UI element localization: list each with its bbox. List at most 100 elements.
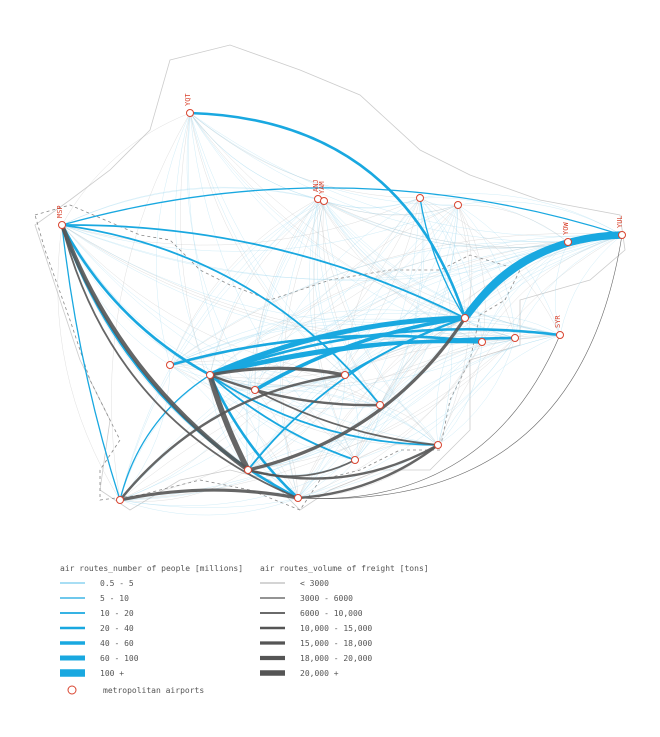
route <box>457 204 486 343</box>
legend-label: 18,000 - 20,000 <box>300 654 372 663</box>
route <box>209 374 356 461</box>
route <box>169 318 516 366</box>
airport <box>166 361 174 369</box>
route <box>61 224 381 406</box>
route <box>437 241 569 446</box>
border <box>34 204 521 511</box>
route <box>189 112 483 343</box>
route <box>61 224 299 499</box>
airport <box>556 331 564 339</box>
route <box>247 337 516 471</box>
route <box>254 389 439 446</box>
route <box>457 204 569 243</box>
airport <box>376 401 384 409</box>
route <box>61 224 381 406</box>
route <box>481 234 623 343</box>
route <box>169 200 325 366</box>
route <box>209 336 516 377</box>
legend: air routes_number of people [millions] a… <box>60 564 429 695</box>
route <box>323 200 459 216</box>
route <box>189 112 561 336</box>
route <box>119 389 256 501</box>
airport <box>454 201 462 209</box>
route <box>246 200 325 471</box>
airport <box>244 466 252 474</box>
route <box>379 334 561 406</box>
route <box>57 224 121 501</box>
route <box>61 187 623 236</box>
route <box>462 239 569 320</box>
route <box>344 374 359 461</box>
route <box>457 204 473 319</box>
routes <box>57 111 623 516</box>
route <box>61 204 459 252</box>
route <box>209 374 439 446</box>
route <box>323 200 569 249</box>
legend-label: 60 - 100 <box>100 654 139 663</box>
route <box>61 224 623 281</box>
route <box>189 112 439 446</box>
route <box>419 197 483 343</box>
route <box>457 204 516 339</box>
route <box>209 198 319 376</box>
route <box>189 112 346 376</box>
route <box>297 341 483 499</box>
legend-label: 20 - 40 <box>100 624 134 633</box>
route <box>464 241 569 319</box>
route <box>297 334 561 499</box>
route <box>379 337 516 406</box>
route <box>317 198 466 319</box>
route <box>209 374 381 410</box>
route <box>344 241 569 376</box>
route <box>457 201 623 236</box>
route <box>156 112 191 366</box>
airport-label: SYR <box>554 315 562 328</box>
route <box>169 233 623 366</box>
route <box>119 200 325 501</box>
route <box>169 313 561 366</box>
route <box>297 234 623 499</box>
route <box>419 197 516 339</box>
legend-title: air routes_number of people [millions] <box>60 564 243 573</box>
route <box>419 197 561 336</box>
route <box>189 112 325 202</box>
route <box>169 241 569 366</box>
legend-label: 10 - 20 <box>100 609 134 618</box>
route <box>189 111 467 319</box>
route <box>209 234 623 376</box>
legend-label: 20,000 + <box>300 669 339 678</box>
route <box>254 316 466 392</box>
route <box>119 488 299 502</box>
route <box>437 204 471 446</box>
airport-label: YOW <box>562 222 570 235</box>
route <box>323 200 561 336</box>
legend-label: 6000 - 10,000 <box>300 609 363 618</box>
airport <box>511 334 519 342</box>
legend-label: 10,000 - 15,000 <box>300 624 372 633</box>
route <box>61 224 483 345</box>
route <box>354 341 483 461</box>
legend-label: 15,000 - 18,000 <box>300 639 372 648</box>
route <box>297 197 421 499</box>
route <box>169 364 356 461</box>
route <box>61 224 121 501</box>
route <box>61 224 356 461</box>
airport-label: MSP <box>56 205 64 218</box>
route <box>344 234 623 376</box>
route <box>61 112 191 226</box>
route <box>209 373 381 407</box>
airport <box>341 371 349 379</box>
legend-label: 40 - 60 <box>100 639 134 648</box>
route <box>111 112 191 501</box>
route <box>209 320 561 376</box>
route <box>354 337 516 461</box>
route <box>119 444 439 508</box>
legend-label: < 3000 <box>300 579 329 588</box>
route <box>209 374 439 446</box>
legend-label: 5 - 10 <box>100 594 129 603</box>
route <box>119 341 483 501</box>
airport <box>351 456 359 464</box>
legend-label: 0.5 - 5 <box>100 579 134 588</box>
